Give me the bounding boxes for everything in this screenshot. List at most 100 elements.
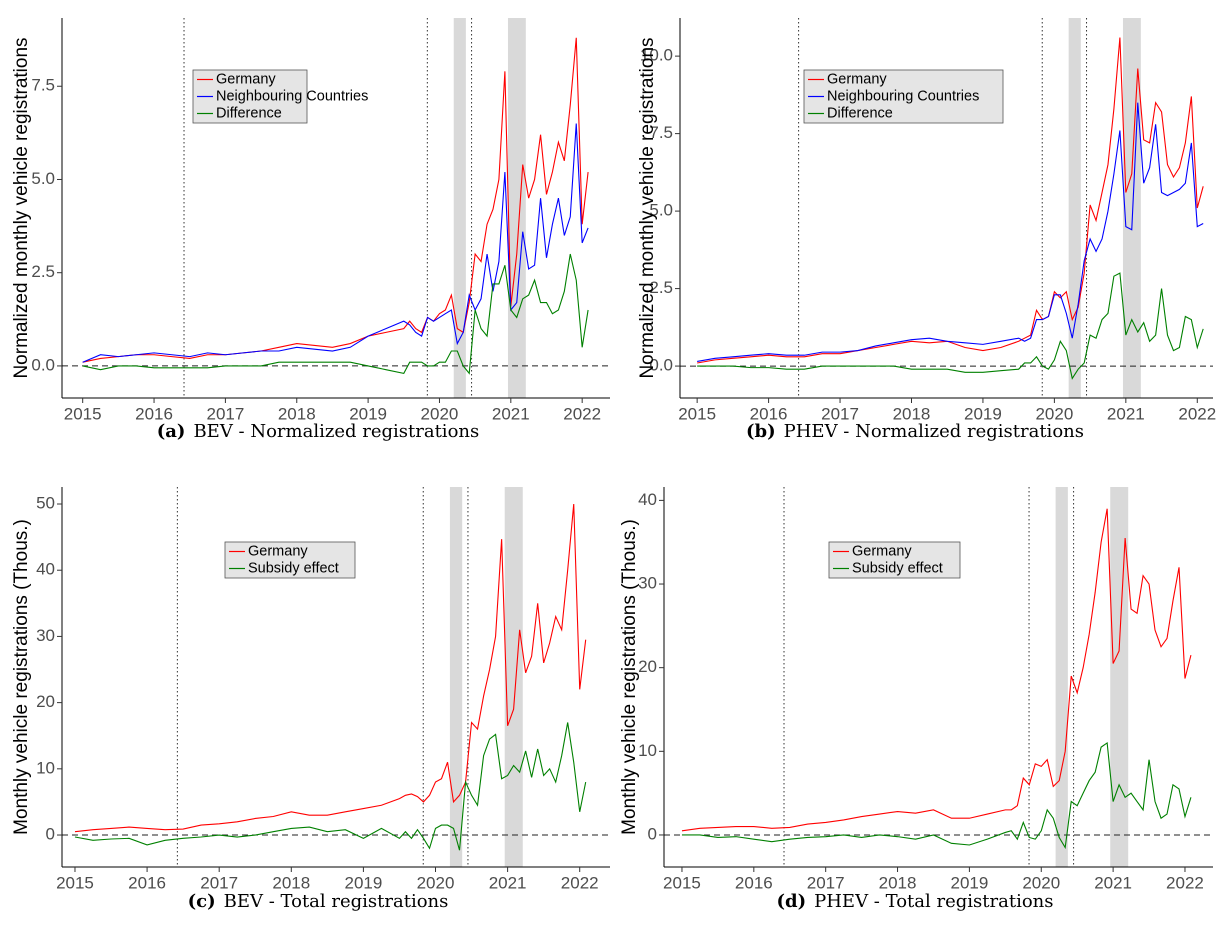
legend-label: Neighbouring Countries [216,88,368,104]
legend-box [828,541,961,579]
caption-label: (a) [157,421,186,442]
x-tick-label: 2019 [349,404,387,423]
x-tick-label: 2017 [200,873,238,892]
y-tick-label: 7.5 [649,123,673,142]
legend-box [803,69,1004,124]
y-tick-label: 5.0 [649,201,673,220]
x-tick-label: 2020 [421,404,459,423]
y-tick-label: 0.0 [649,356,673,375]
y-tick-label: 10.0 [640,46,673,65]
series-line [681,741,1192,850]
x-tick-label: 2021 [1094,873,1132,892]
x-tick-label: 2019 [950,873,988,892]
x-tick-label: 2017 [821,404,859,423]
x-tick-label: 2016 [735,873,773,892]
y-axis-title: Monthly vehicle registrations (Thous.) [11,519,32,835]
x-tick-label: 2015 [663,873,701,892]
y-tick-label: 50 [36,493,55,512]
x-tick-label: 2022 [563,404,601,423]
y-tick-label: 30 [638,574,657,593]
y-tick-label: 20 [36,692,55,711]
shaded-period [504,487,523,867]
x-tick-label: 2020 [1022,873,1060,892]
x-tick-label: 2018 [278,404,316,423]
series-line [82,253,589,375]
x-tick-label: 2019 [964,404,1002,423]
x-tick-label: 2017 [807,873,845,892]
x-tick-label: 2018 [879,873,917,892]
x-tick-label: 2022 [561,873,599,892]
x-tick-label: 2020 [417,873,455,892]
series-line [697,102,1204,362]
y-tick-label: 0 [46,825,55,844]
series-line [82,123,589,363]
legend-label: Germany [827,71,887,87]
y-tick-label: 2.5 [31,262,55,281]
shaded-period [1055,487,1068,867]
x-tick-label: 2021 [489,873,527,892]
x-tick-label: 2016 [128,873,166,892]
x-tick-label: 2022 [1166,873,1204,892]
y-axis-title: Monthly vehicle registrations (Thous.) [619,519,640,835]
caption: (b) PHEV - Normalized registrations [746,421,1084,442]
legend-label: Germany [248,543,308,559]
x-tick-label: 2018 [893,404,931,423]
x-tick-label: 2021 [492,404,530,423]
caption: (c) BEV - Total registrations [188,891,449,912]
caption: (d) PHEV - Total registrations [777,891,1054,912]
caption-label: (c) [188,891,216,912]
caption-text: BEV - Total registrations [224,891,449,912]
legend-label: Subsidy effect [852,560,943,576]
y-tick-label: 0.0 [31,355,55,374]
legend-box [224,541,356,579]
y-tick-label: 2.5 [649,278,673,297]
x-tick-label: 2015 [56,873,94,892]
series-line [74,503,587,833]
x-tick-label: 2020 [1035,404,1073,423]
legend-label: Difference [216,105,282,121]
series-line [74,722,587,851]
x-tick-label: 2017 [206,404,244,423]
y-tick-label: 40 [638,490,657,509]
series-line [681,508,1192,832]
y-tick-label: 10 [638,741,657,760]
caption-label: (d) [777,891,807,912]
y-axis-title: Normalized monthly vehicle registrations [637,37,658,378]
y-tick-label: 30 [36,626,55,645]
x-tick-label: 2021 [1107,404,1145,423]
shaded-period [449,487,463,867]
y-tick-label: 10 [36,758,55,777]
y-tick-label: 20 [638,657,657,676]
caption: (a) BEV - Normalized registrations [157,421,479,442]
x-tick-label: 2016 [750,404,788,423]
legend-label: Subsidy effect [248,560,339,576]
legend-label: Neighbouring Countries [827,88,979,104]
shaded-period [453,18,466,398]
caption-label: (b) [746,421,776,442]
caption-text: BEV - Normalized registrations [193,421,479,442]
legend-label: Difference [827,105,893,121]
x-tick-label: 2019 [344,873,382,892]
legend-label: Germany [852,543,912,559]
x-tick-label: 2018 [272,873,310,892]
x-tick-label: 2022 [1178,404,1216,423]
caption-text: PHEV - Total registrations [814,891,1053,912]
x-tick-label: 2015 [678,404,716,423]
shaded-period [507,18,526,398]
shaded-period [1110,487,1129,867]
y-tick-label: 5.0 [31,169,55,188]
x-tick-label: 2016 [135,404,173,423]
shaded-period [1068,18,1081,398]
caption-text: PHEV - Normalized registrations [784,421,1084,442]
x-tick-label: 2015 [64,404,102,423]
y-axis-title: Normalized monthly vehicle registrations [11,37,32,378]
y-tick-label: 7.5 [31,76,55,95]
shaded-period [1122,18,1141,398]
series-line [697,272,1204,380]
y-tick-label: 0 [648,824,657,843]
